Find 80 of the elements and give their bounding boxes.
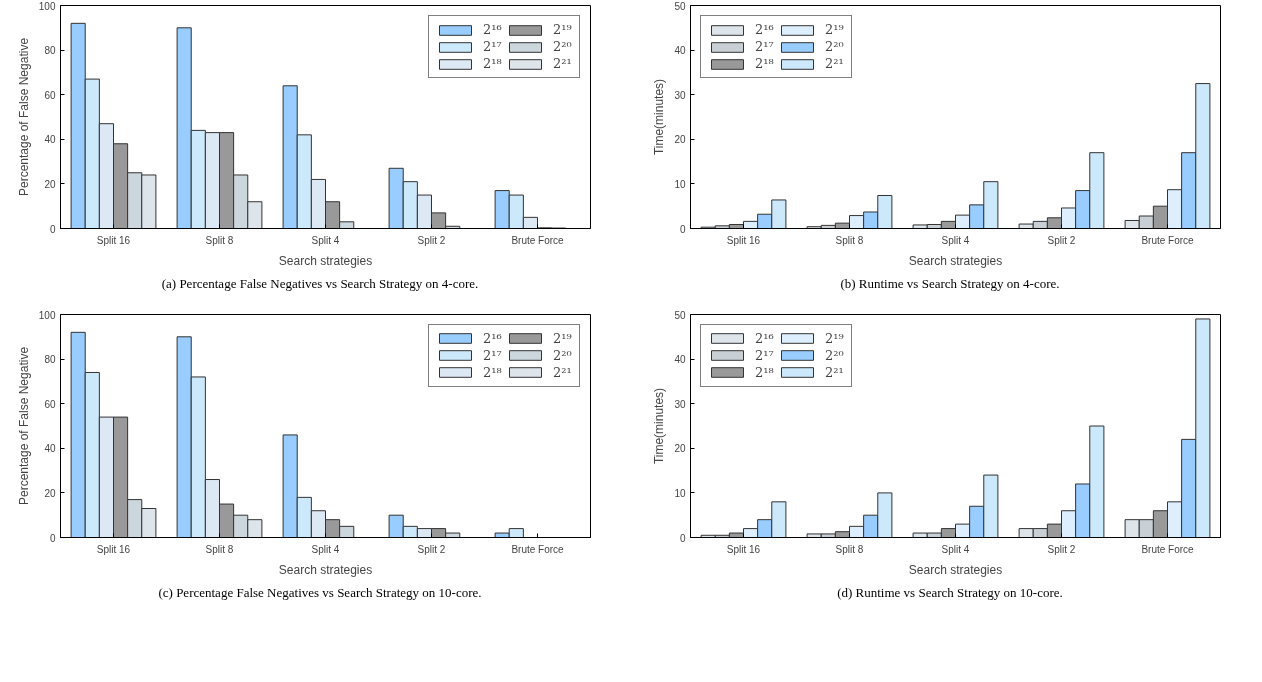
legend-label: 2¹⁶ (483, 330, 503, 346)
y-tick-label: 30 (674, 89, 686, 101)
y-axis-title: Percentage of False Negative (16, 346, 31, 505)
y-tick-label: 20 (674, 134, 686, 146)
x-tick-label: Split 8 (835, 234, 864, 246)
legend-label: 2²¹ (553, 364, 573, 380)
x-axis-title: Search strategies (278, 562, 373, 577)
legend-label: 2²¹ (553, 56, 573, 71)
y-tick-label: 100 (38, 0, 56, 12)
legend-label: 2¹⁶ (483, 22, 503, 37)
y-tick-label: 50 (674, 0, 686, 12)
legend-label: 2²¹ (825, 56, 845, 71)
x-tick-label: Brute Force (1141, 234, 1195, 246)
x-tick-label: Split 2 (1047, 543, 1076, 555)
x-tick-label: Split 4 (311, 543, 340, 555)
y-tick-label: 40 (674, 45, 686, 57)
legend-label: 2¹⁹ (825, 330, 845, 346)
x-tick-label: Split 2 (417, 543, 446, 555)
y-axis-title: Percentage of False Negative (16, 37, 31, 197)
x-tick-label: Split 8 (835, 543, 864, 555)
x-tick-label: Split 4 (941, 543, 970, 555)
legend-label: 2²¹ (825, 364, 845, 380)
x-tick-label: Brute Force (511, 234, 565, 246)
x-tick-label: Split 16 (726, 234, 761, 246)
legend-label: 2²⁰ (825, 39, 845, 54)
legend-label: 2¹⁹ (553, 22, 573, 37)
y-tick-label: 60 (44, 89, 56, 101)
x-axis-title: Search strategies (908, 562, 1003, 577)
x-tick-label: Split 4 (311, 234, 340, 246)
y-tick-label: 60 (44, 398, 56, 410)
legend-label: 2¹⁸ (483, 56, 503, 71)
text: (b) Runtime vs Search Strategy on 4-core. (840, 275, 1060, 293)
y-axis-title: Time(minutes) (652, 78, 667, 156)
y-tick-label: 0 (49, 532, 56, 544)
legend-label: 2¹⁸ (755, 56, 775, 71)
y-tick-label: 40 (674, 353, 686, 365)
y-axis-title: Time(minutes) (652, 387, 667, 464)
legend-label: 2¹⁹ (825, 22, 845, 37)
x-axis-title: Search strategies (278, 253, 373, 268)
x-tick-label: Split 16 (726, 543, 761, 555)
y-tick-label: 0 (49, 223, 56, 235)
text: (a) Percentage False Negatives vs Search Strategy on 4-core. (161, 275, 479, 293)
x-tick-label: Split 2 (1047, 234, 1076, 246)
x-tick-label: Split 16 (96, 543, 131, 555)
legend-label: 2²⁰ (553, 347, 573, 363)
legend-label: 2¹⁷ (483, 347, 503, 363)
legend-label: 2¹⁷ (755, 39, 775, 54)
x-tick-label: Split 8 (205, 543, 234, 555)
y-tick-label: 80 (44, 45, 56, 57)
y-tick-label: 20 (44, 178, 56, 190)
legend-label: 2¹⁶ (755, 330, 775, 346)
legend-label: 2¹⁸ (755, 364, 775, 380)
legend-label: 2¹⁸ (483, 364, 503, 380)
legend-label: 2²⁰ (825, 347, 845, 363)
text: (d) Runtime vs Search Strategy on 10-core. (837, 583, 1063, 602)
y-tick-label: 40 (44, 134, 56, 146)
legend-label: 2¹⁶ (755, 22, 775, 37)
y-tick-label: 10 (674, 178, 686, 190)
x-tick-label: Split 4 (941, 234, 970, 246)
y-tick-label: 30 (674, 398, 686, 410)
x-tick-label: Split 2 (417, 234, 446, 246)
legend-label: 2¹⁹ (553, 330, 573, 346)
legend-label: 2¹⁷ (755, 347, 775, 363)
legend-label: 2¹⁷ (483, 39, 503, 54)
y-tick-label: 0 (679, 223, 686, 235)
x-tick-label: Split 8 (205, 234, 234, 246)
y-tick-label: 20 (44, 487, 56, 499)
y-tick-label: 80 (44, 353, 56, 365)
y-tick-label: 100 (38, 309, 56, 321)
y-tick-label: 0 (679, 532, 686, 544)
text: (c) Percentage False Negatives vs Search Strategy on 10-core. (158, 583, 482, 602)
x-axis-title: Search strategies (908, 253, 1003, 268)
y-tick-label: 20 (674, 442, 686, 454)
y-tick-label: 50 (674, 309, 686, 321)
x-tick-label: Split 16 (96, 234, 131, 246)
legend-label: 2²⁰ (553, 39, 573, 54)
x-tick-label: Brute Force (511, 543, 565, 555)
y-tick-label: 40 (44, 442, 56, 454)
x-tick-label: Brute Force (1141, 543, 1195, 555)
y-tick-label: 10 (674, 487, 686, 499)
